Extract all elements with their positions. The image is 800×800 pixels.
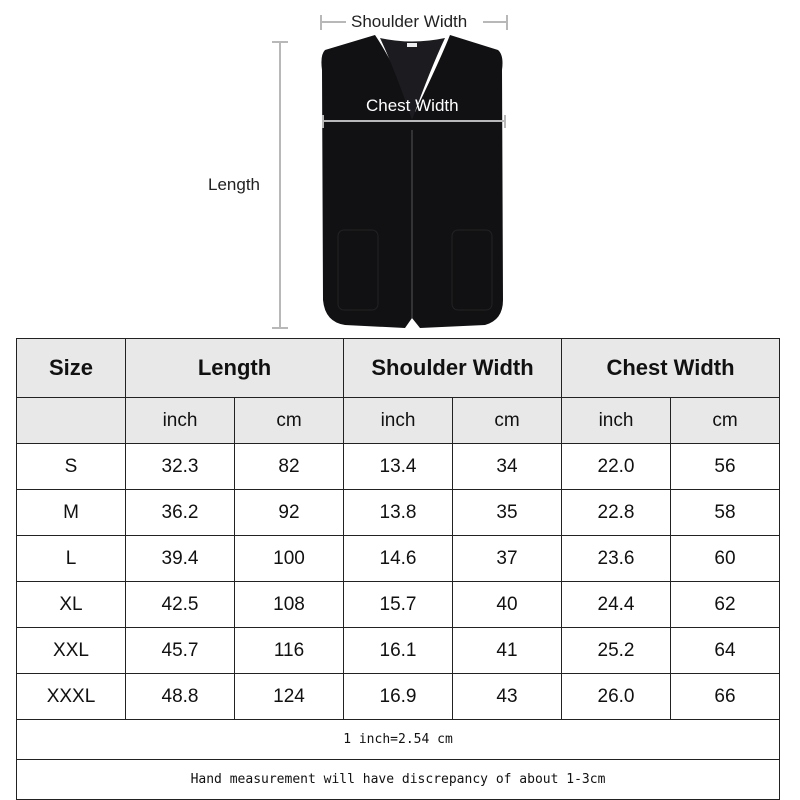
header-chest-width: Chest Width: [561, 338, 780, 398]
note-row: 1 inch=2.54 cm: [16, 719, 780, 760]
shoulder-width-label: Shoulder Width: [351, 12, 468, 31]
value-cell: 66: [670, 673, 780, 720]
unit-cell: inch: [125, 397, 235, 444]
value-cell: 48.8: [125, 673, 235, 720]
size-cell: XXXL: [16, 673, 126, 720]
value-cell: 13.4: [343, 443, 453, 490]
value-cell: 60: [670, 535, 780, 582]
size-cell: M: [16, 489, 126, 536]
unit-row: inch cm inch cm inch cm: [16, 397, 780, 444]
length-label: Length: [208, 175, 260, 194]
value-cell: 108: [234, 581, 344, 628]
chest-width-label: Chest Width: [366, 96, 459, 115]
value-cell: 16.9: [343, 673, 453, 720]
conversion-note: 1 inch=2.54 cm: [16, 719, 780, 760]
table-row: L 39.4 100 14.6 37 23.6 60: [16, 535, 780, 582]
value-cell: 25.2: [561, 627, 671, 674]
vest-right-pocket: [451, 229, 493, 311]
table-row: XXL 45.7 116 16.1 41 25.2 64: [16, 627, 780, 674]
unit-cell: cm: [452, 397, 562, 444]
value-cell: 124: [234, 673, 344, 720]
value-cell: 40: [452, 581, 562, 628]
value-cell: 35: [452, 489, 562, 536]
unit-cell: cm: [670, 397, 780, 444]
value-cell: 23.6: [561, 535, 671, 582]
value-cell: 92: [234, 489, 344, 536]
size-cell: L: [16, 535, 126, 582]
unit-cell: [16, 397, 126, 444]
unit-cell: inch: [343, 397, 453, 444]
value-cell: 58: [670, 489, 780, 536]
value-cell: 24.4: [561, 581, 671, 628]
table-row: M 36.2 92 13.8 35 22.8 58: [16, 489, 780, 536]
value-cell: 45.7: [125, 627, 235, 674]
value-cell: 16.1: [343, 627, 453, 674]
vest-lining: [380, 38, 445, 120]
note-row: Hand measurement will have discrepancy o…: [16, 759, 780, 800]
value-cell: 26.0: [561, 673, 671, 720]
size-cell: S: [16, 443, 126, 490]
header-length: Length: [125, 338, 344, 398]
size-cell: XL: [16, 581, 126, 628]
header-row: Size Length Shoulder Width Chest Width: [16, 338, 780, 398]
value-cell: 13.8: [343, 489, 453, 536]
value-cell: 22.8: [561, 489, 671, 536]
header-size: Size: [16, 338, 126, 398]
discrepancy-note: Hand measurement will have discrepancy o…: [16, 759, 780, 800]
value-cell: 56: [670, 443, 780, 490]
size-cell: XXL: [16, 627, 126, 674]
table-row: XXXL 48.8 124 16.9 43 26.0 66: [16, 673, 780, 720]
unit-cell: cm: [234, 397, 344, 444]
value-cell: 64: [670, 627, 780, 674]
vest-left-pocket: [337, 229, 379, 311]
table-row: XL 42.5 108 15.7 40 24.4 62: [16, 581, 780, 628]
vest-diagram: [272, 15, 508, 329]
value-cell: 43: [452, 673, 562, 720]
value-cell: 100: [234, 535, 344, 582]
vest-collar-tag: [407, 43, 417, 47]
value-cell: 22.0: [561, 443, 671, 490]
value-cell: 116: [234, 627, 344, 674]
value-cell: 82: [234, 443, 344, 490]
value-cell: 39.4: [125, 535, 235, 582]
value-cell: 37: [452, 535, 562, 582]
unit-cell: inch: [561, 397, 671, 444]
value-cell: 62: [670, 581, 780, 628]
measure-lines: [272, 15, 508, 329]
value-cell: 15.7: [343, 581, 453, 628]
size-chart-table: Size Length Shoulder Width Chest Width i…: [16, 338, 780, 800]
value-cell: 42.5: [125, 581, 235, 628]
value-cell: 36.2: [125, 489, 235, 536]
value-cell: 14.6: [343, 535, 453, 582]
header-shoulder-width: Shoulder Width: [343, 338, 562, 398]
value-cell: 32.3: [125, 443, 235, 490]
value-cell: 34: [452, 443, 562, 490]
value-cell: 41: [452, 627, 562, 674]
table-row: S 32.3 82 13.4 34 22.0 56: [16, 443, 780, 490]
